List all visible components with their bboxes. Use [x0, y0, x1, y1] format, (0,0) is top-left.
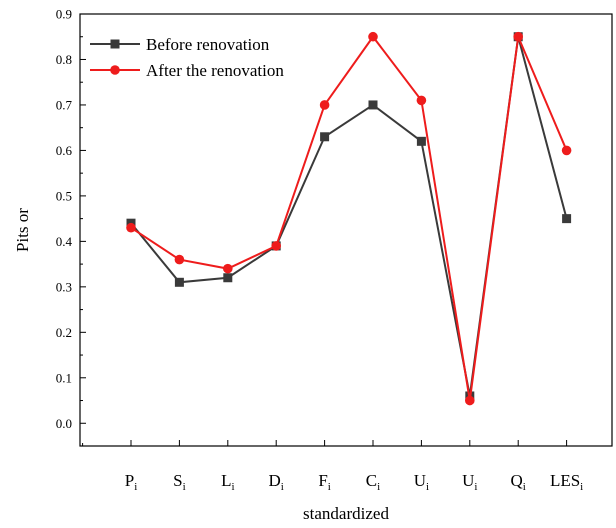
x-tick-label: Li — [221, 471, 234, 493]
x-tick-label-main: C — [366, 471, 377, 490]
legend-item: Before renovation — [90, 35, 270, 54]
x-tick-label-main: L — [221, 471, 231, 490]
x-tick-label-sub: i — [281, 481, 284, 493]
legend-marker — [110, 65, 120, 75]
data-point — [223, 273, 233, 283]
data-point — [126, 222, 136, 233]
legend-label: After the renovation — [146, 61, 284, 80]
data-point — [416, 95, 427, 106]
x-tick-label-main: F — [318, 471, 327, 490]
x-tick-label-sub: i — [328, 481, 331, 493]
series-line — [130, 32, 568, 401]
x-tick-label-main: S — [173, 471, 182, 490]
x-tick-label-main: U — [414, 471, 426, 490]
x-tick-label-sub: i — [474, 481, 477, 493]
y-tick-label: 0.1 — [56, 370, 72, 385]
y-tick-label: 0.2 — [56, 325, 72, 340]
x-tick-label-sub: i — [231, 481, 234, 493]
y-axis-title: Pits or — [13, 208, 32, 252]
data-point — [368, 31, 378, 42]
x-tick-label: Ui — [462, 471, 477, 493]
x-tick-label-sub: i — [134, 481, 137, 493]
legend: Before renovation After the renovation — [90, 35, 284, 80]
x-tick-label-sub: i — [523, 481, 526, 493]
x-tick-label: Pi — [125, 471, 138, 493]
x-tick-label-main: LES — [550, 471, 580, 490]
y-axis: 0.0 0.1 0.2 0.3 0.4 0.5 0.6 0.7 0.8 0.9 — [56, 7, 86, 447]
x-tick-label: Ui — [414, 471, 429, 493]
x-tick-label: Qi — [511, 471, 526, 493]
x-tick-label: Si — [173, 471, 186, 493]
legend-label: Before renovation — [146, 35, 270, 54]
data-point — [320, 132, 330, 142]
x-tick-label-main: Q — [511, 471, 523, 490]
y-tick-label: 0.6 — [56, 143, 73, 158]
data-point — [465, 395, 475, 406]
data-point — [368, 100, 378, 110]
legend-item: After the renovation — [90, 61, 284, 80]
data-point — [561, 145, 572, 156]
y-tick-label: 0.0 — [56, 416, 72, 431]
series-before-renovation — [126, 32, 572, 401]
y-tick-label: 0.3 — [56, 279, 72, 294]
y-tick-label: 0.9 — [56, 7, 72, 22]
data-point — [562, 214, 572, 224]
x-axis-title: standardized — [303, 504, 389, 523]
x-tick-label-main: P — [125, 471, 134, 490]
data-point — [174, 254, 185, 265]
x-axis: Pi Si Li Di Fi Ci Ui Ui Qi LESi — [82, 440, 583, 493]
data-point — [513, 31, 523, 42]
x-tick-label-main: D — [269, 471, 281, 490]
x-tick-label: Ci — [366, 471, 380, 493]
y-tick-label: 0.8 — [56, 52, 72, 67]
series-line — [130, 36, 568, 397]
y-tick-label: 0.5 — [56, 188, 72, 203]
x-tick-label-sub: i — [183, 481, 186, 493]
series-layer — [126, 31, 572, 406]
plot-frame — [79, 13, 613, 447]
data-point — [223, 263, 233, 274]
series-after-renovation — [126, 31, 572, 406]
data-point — [174, 277, 184, 287]
legend-marker — [110, 39, 120, 49]
x-tick-label: LESi — [550, 471, 583, 493]
x-tick-label-main: U — [462, 471, 474, 490]
x-tick-label-sub: i — [580, 481, 583, 493]
data-point — [319, 100, 330, 110]
data-point — [271, 241, 282, 251]
y-tick-label: 0.7 — [56, 97, 73, 112]
x-tick-label: Fi — [318, 471, 331, 493]
data-point — [416, 136, 426, 146]
y-tick-label: 0.4 — [56, 234, 73, 249]
x-tick-label-sub: i — [377, 481, 380, 493]
x-tick-label: Di — [269, 471, 284, 493]
x-tick-label-sub: i — [426, 481, 429, 493]
